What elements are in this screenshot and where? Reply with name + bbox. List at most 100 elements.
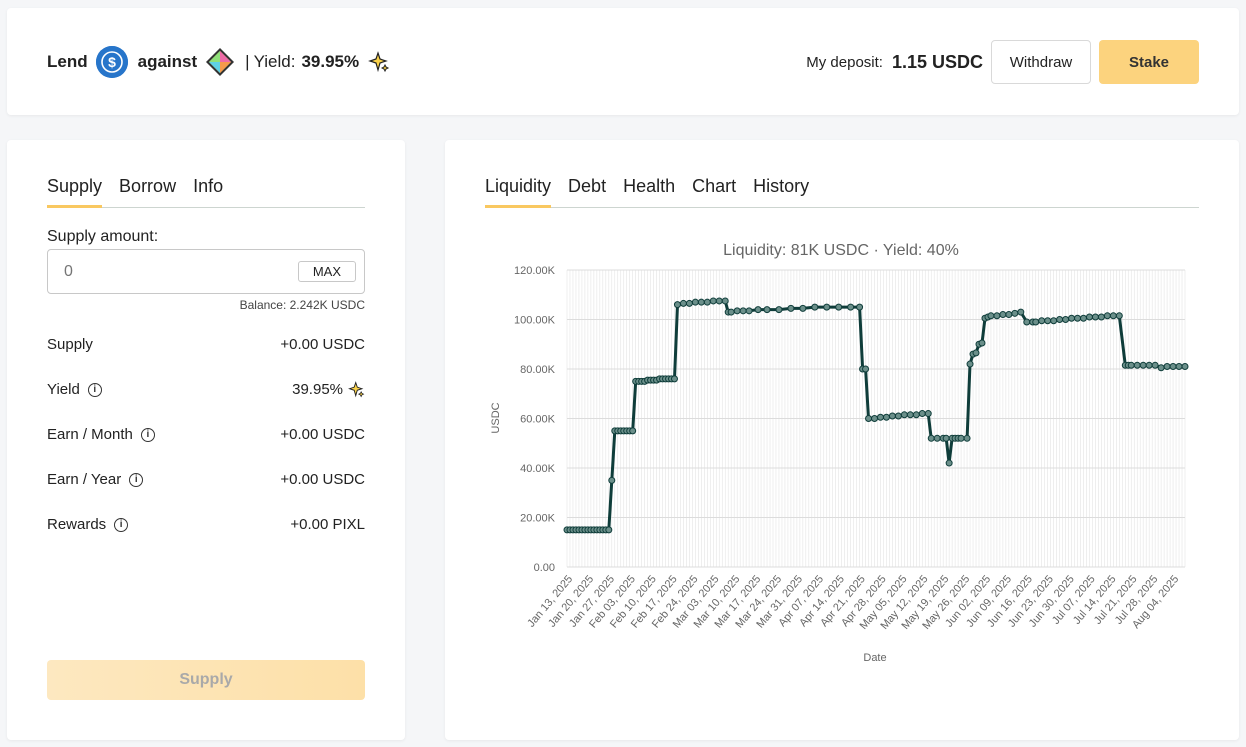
data-point [1068,314,1076,322]
data-point [608,476,616,484]
info-icon[interactable]: i [114,517,129,532]
chart-tabs: Liquidity Debt Health Chart History [485,176,1199,208]
data-point [670,375,678,383]
data-point [727,308,735,316]
y-tick-label: 20.00K [520,513,556,525]
data-point [679,299,687,307]
data-point [1139,361,1147,369]
x-axis-label: Date [863,652,886,664]
data-point [754,306,762,314]
yield-label: Yield: [253,52,296,71]
data-point [993,312,1001,320]
stat-row-earn-year: Earn / Year i +0.00 USDC [47,471,365,488]
data-point [900,411,908,419]
data-point [882,413,890,421]
tab-debt[interactable]: Debt [568,176,607,196]
supply-panel: Supply Borrow Info Supply amount: MAX Ba… [7,140,405,740]
stat-row-supply: Supply +0.00 USDC [47,336,365,353]
lend-label: Lend [47,52,88,71]
info-icon[interactable]: i [129,472,144,487]
data-point [1005,311,1013,319]
header-title: Lend $ against | Yield: 39.95% [47,45,390,79]
tab-chart[interactable]: Chart [692,176,737,196]
supply-tabs: Supply Borrow Info [47,176,365,208]
stat-label: Yield [47,381,80,398]
header-card: Lend $ against | Yield: 39.95% [7,8,1239,115]
stat-row-earn-month: Earn / Month i +0.00 USDC [47,426,365,443]
supply-amount-input[interactable] [64,262,298,281]
data-point [787,304,795,312]
data-point [1062,316,1070,323]
data-point [871,415,879,422]
liquidity-chart: Liquidity: 81K USDC · Yield: 40% 0.00 20.… [490,242,1189,664]
sparkle-icon [368,51,390,73]
data-point [721,297,729,305]
withdraw-button[interactable]: Withdraw [991,40,1091,84]
data-point [1091,313,1099,321]
chart-title: Liquidity: 81K USDC · Yield: 40% [723,242,959,259]
data-point [799,304,807,312]
stat-value: +0.00 USDC [280,336,365,353]
against-label: against [137,52,198,71]
balance-text: Balance: 2.242K USDC [239,298,365,312]
data-point [775,306,783,314]
stake-button[interactable]: Stake [1099,40,1199,84]
data-point [1157,364,1165,372]
data-point [942,434,950,442]
info-icon[interactable]: i [87,382,102,397]
deposit-label: My deposit: [806,53,883,71]
y-tick-label: 120.00K [514,265,556,277]
data-point [1074,314,1082,322]
stat-label: Supply [47,336,93,353]
data-point [1056,316,1064,323]
data-point [605,526,613,534]
data-point [894,412,902,420]
data-point [811,303,819,311]
pixl-token-icon [205,47,235,77]
data-point [1163,363,1171,371]
data-point [763,306,771,314]
data-point [963,434,971,442]
svg-text:$: $ [108,54,116,70]
supply-amount-field: MAX [47,249,365,294]
data-point [1169,363,1177,371]
yield-value: 39.95% [301,52,360,71]
data-point [1085,313,1093,321]
data-point [1050,317,1058,325]
tab-health[interactable]: Health [623,176,676,196]
data-point [709,297,717,305]
data-point [987,312,995,320]
supply-button[interactable]: Supply [47,660,365,700]
data-point [912,411,920,419]
data-point [703,298,711,306]
max-button[interactable]: MAX [297,261,356,282]
data-point [1145,361,1153,369]
tab-history[interactable]: History [753,176,810,196]
stat-label: Earn / Month [47,426,133,443]
data-point [1103,312,1111,320]
tab-liquidity[interactable]: Liquidity [485,176,552,208]
data-point [865,415,873,422]
y-axis: 0.00 20.00K 40.00K 60.00K 80.00K 100.00K 120.0… [514,265,556,574]
tab-supply[interactable]: Supply [47,176,103,208]
data-point [823,303,831,311]
stat-row-rewards: Rewards i +0.00 PIXL [47,516,365,533]
data-point [876,413,884,421]
supply-amount-label: Supply amount: [47,228,159,245]
data-point [933,434,941,442]
sparkle-icon [348,381,365,398]
y-tick-label: 60.00K [520,414,556,426]
data-point [739,307,747,315]
data-point [927,434,935,442]
y-axis-label: USDC [490,402,502,433]
tab-borrow[interactable]: Borrow [119,176,177,196]
data-point [1181,363,1189,371]
data-point [745,307,753,315]
stat-value: +0.00 PIXL [290,516,365,533]
info-icon[interactable]: i [140,427,155,442]
data-point [1133,361,1141,369]
data-point [733,307,741,315]
title-separator: | [245,52,250,71]
tab-info[interactable]: Info [193,176,224,196]
data-point [673,301,681,309]
